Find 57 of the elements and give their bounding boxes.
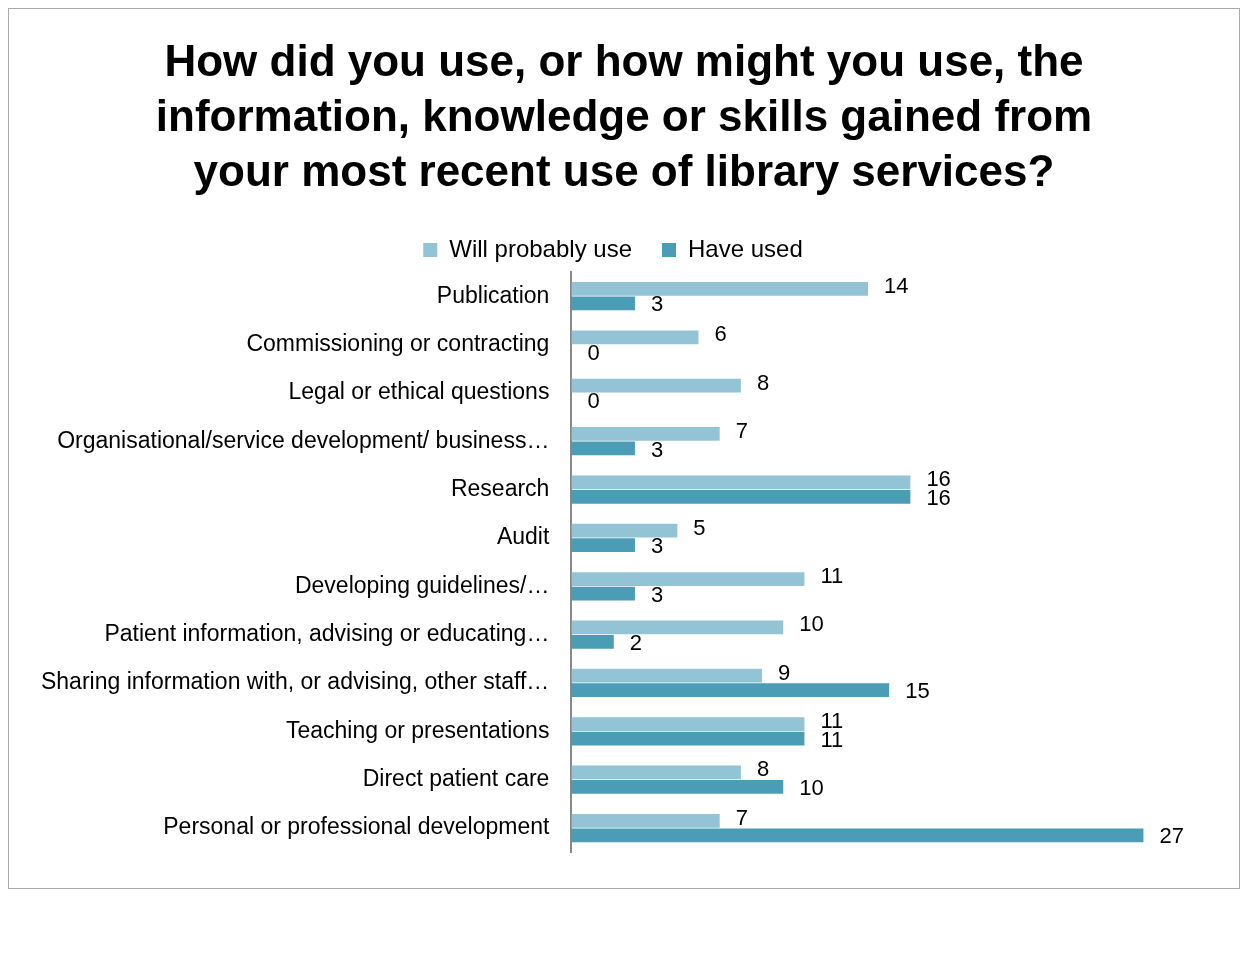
data-label: 15 bbox=[905, 678, 930, 704]
bar bbox=[571, 489, 911, 504]
bar bbox=[571, 475, 911, 490]
bar bbox=[571, 765, 741, 780]
bar bbox=[571, 813, 720, 828]
bar bbox=[571, 780, 784, 794]
data-label: 0 bbox=[587, 339, 600, 365]
y-tick-label: Legal or ethical questions bbox=[288, 378, 550, 405]
bar bbox=[571, 282, 868, 296]
data-label: 8 bbox=[756, 756, 770, 782]
bar bbox=[571, 523, 678, 538]
data-label: 2 bbox=[629, 629, 643, 655]
y-tick-label: Organisational/service development/ business… bbox=[57, 426, 550, 453]
y-tick-label: Direct patient care bbox=[362, 765, 550, 792]
y-tick-label: Publication bbox=[436, 281, 550, 308]
bar bbox=[571, 828, 1144, 843]
y-tick-label: Developing guidelines/… bbox=[294, 571, 550, 598]
bar bbox=[571, 572, 805, 586]
bar bbox=[571, 378, 741, 393]
data-label: 11 bbox=[820, 563, 844, 589]
legend-label: Will probably use bbox=[449, 234, 633, 262]
data-label: 10 bbox=[799, 774, 824, 800]
y-tick-label: Commissioning or contracting bbox=[246, 329, 550, 356]
data-label: 7 bbox=[735, 804, 748, 830]
bar bbox=[571, 427, 720, 441]
bar bbox=[571, 620, 784, 635]
data-label: 3 bbox=[650, 436, 664, 462]
data-label: 7 bbox=[735, 418, 748, 444]
chart-title: How did you use, or how might you use, the information, knowledge or skills gained from your most recent use of library services? bbox=[154, 35, 1094, 197]
data-label: 3 bbox=[650, 533, 664, 559]
data-label: 3 bbox=[650, 581, 664, 607]
bar bbox=[571, 538, 635, 553]
data-label: 8 bbox=[756, 369, 770, 395]
bar bbox=[571, 634, 614, 649]
data-label: 3 bbox=[650, 291, 664, 317]
data-label: 10 bbox=[799, 611, 824, 637]
y-tick-label: Personal or professional development bbox=[163, 813, 550, 840]
y-tick-label: Teaching or presentations bbox=[285, 716, 550, 743]
data-label: 14 bbox=[884, 272, 909, 298]
bar bbox=[571, 731, 805, 746]
bar bbox=[571, 296, 635, 311]
legend-label: Have used bbox=[688, 234, 803, 262]
bar bbox=[571, 441, 635, 456]
data-label: 6 bbox=[714, 321, 727, 347]
bar bbox=[571, 717, 805, 731]
bar bbox=[571, 683, 890, 698]
y-tick-label: Sharing information with, or advising, other staff… bbox=[40, 668, 550, 695]
y-tick-label: Research bbox=[450, 474, 550, 501]
data-label: 9 bbox=[778, 659, 791, 685]
y-tick-label: Patient information, advising or educating… bbox=[104, 619, 550, 646]
y-tick-label: Audit bbox=[496, 523, 550, 550]
bar bbox=[571, 668, 763, 683]
data-label: 5 bbox=[693, 514, 706, 540]
data-label: 27 bbox=[1159, 823, 1184, 849]
bar bbox=[571, 586, 635, 601]
data-label: 0 bbox=[587, 388, 600, 414]
bar bbox=[571, 330, 699, 345]
